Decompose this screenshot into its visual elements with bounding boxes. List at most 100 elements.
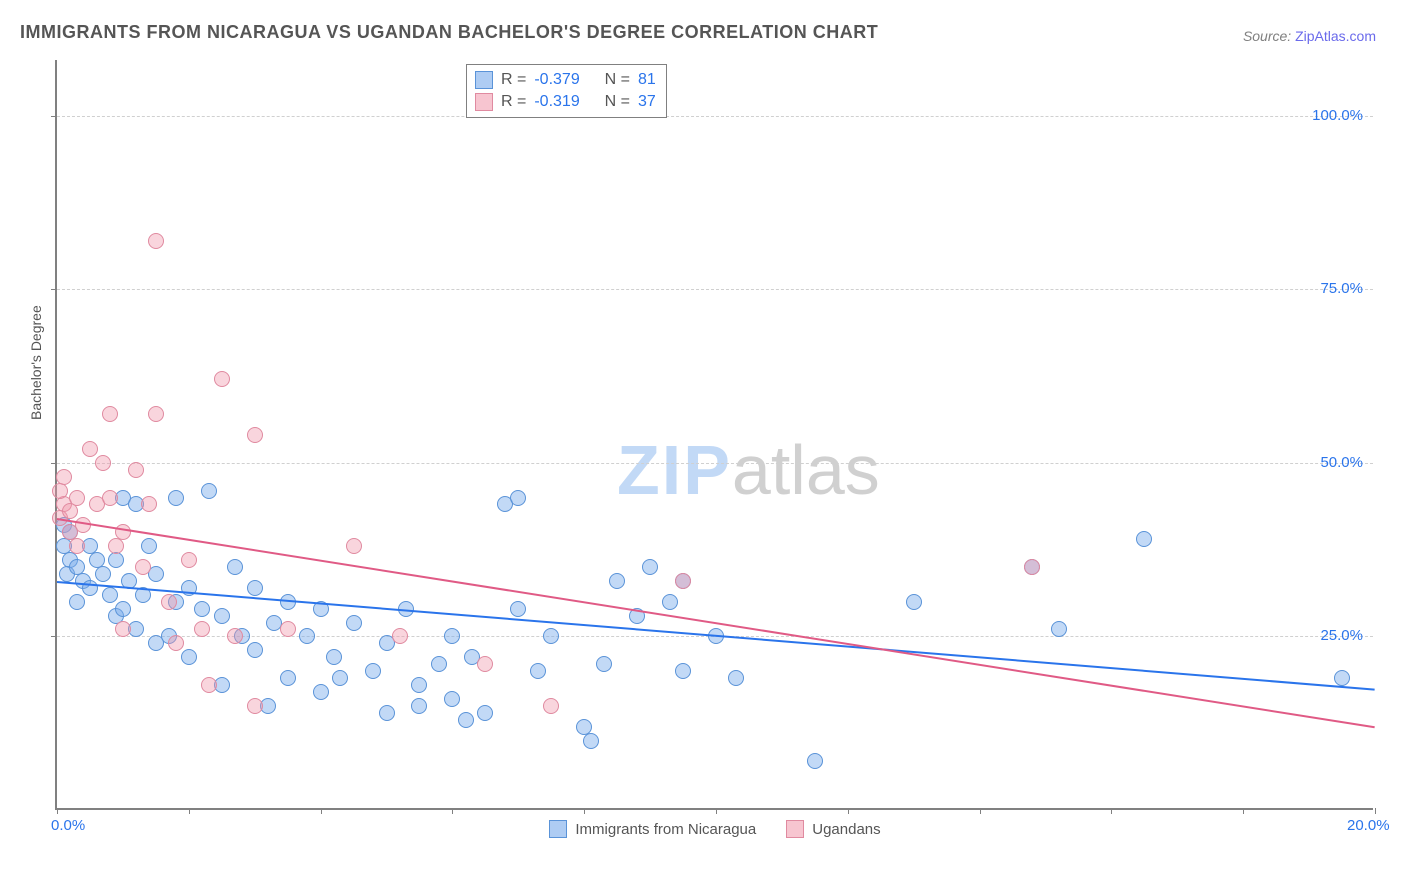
data-point bbox=[299, 628, 315, 644]
data-point bbox=[75, 517, 91, 533]
corr-row-blue: R = -0.379 N = 81 bbox=[475, 69, 656, 91]
data-point bbox=[95, 455, 111, 471]
data-point bbox=[1136, 531, 1152, 547]
corr-r-pink: -0.319 bbox=[534, 93, 579, 111]
data-point bbox=[141, 496, 157, 512]
data-point bbox=[1024, 559, 1040, 575]
data-point bbox=[201, 677, 217, 693]
source-link[interactable]: ZipAtlas.com bbox=[1295, 28, 1376, 44]
data-point bbox=[214, 371, 230, 387]
data-point bbox=[477, 656, 493, 672]
gridline bbox=[57, 463, 1373, 464]
data-point bbox=[161, 594, 177, 610]
data-point bbox=[69, 538, 85, 554]
ytick-label: 75.0% bbox=[1320, 280, 1363, 297]
data-point bbox=[102, 406, 118, 422]
data-point bbox=[82, 441, 98, 457]
ytick-mark bbox=[51, 289, 57, 290]
data-point bbox=[346, 538, 362, 554]
data-point bbox=[411, 677, 427, 693]
legend-swatch-pink bbox=[786, 820, 804, 838]
xtick-mark bbox=[716, 808, 717, 814]
data-point bbox=[168, 635, 184, 651]
data-point bbox=[227, 559, 243, 575]
data-point bbox=[583, 733, 599, 749]
data-point bbox=[82, 580, 98, 596]
data-point bbox=[543, 628, 559, 644]
data-point bbox=[108, 538, 124, 554]
data-point bbox=[346, 615, 362, 631]
data-point bbox=[214, 608, 230, 624]
source-attribution: Source: ZipAtlas.com bbox=[1243, 28, 1376, 44]
ytick-mark bbox=[51, 636, 57, 637]
data-point bbox=[280, 621, 296, 637]
data-point bbox=[365, 663, 381, 679]
data-point bbox=[662, 594, 678, 610]
xtick-mark bbox=[1375, 808, 1376, 814]
ytick-label: 25.0% bbox=[1320, 627, 1363, 644]
data-point bbox=[247, 427, 263, 443]
watermark: ZIPatlas bbox=[617, 430, 880, 510]
data-point bbox=[458, 712, 474, 728]
data-point bbox=[675, 573, 691, 589]
data-point bbox=[1334, 670, 1350, 686]
legend-item-blue: Immigrants from Nicaragua bbox=[549, 820, 756, 838]
legend-label-blue: Immigrants from Nicaragua bbox=[575, 821, 756, 838]
data-point bbox=[141, 538, 157, 554]
corr-n-label: N = bbox=[605, 93, 630, 111]
ytick-mark bbox=[51, 463, 57, 464]
data-point bbox=[444, 691, 460, 707]
data-point bbox=[201, 483, 217, 499]
legend-label-pink: Ugandans bbox=[812, 821, 880, 838]
data-point bbox=[332, 670, 348, 686]
data-point bbox=[194, 621, 210, 637]
y-axis-label: Bachelor's Degree bbox=[28, 305, 44, 420]
xtick-mark bbox=[584, 808, 585, 814]
xtick-label: 0.0% bbox=[51, 817, 85, 834]
data-point bbox=[280, 670, 296, 686]
xtick-mark bbox=[1243, 808, 1244, 814]
data-point bbox=[728, 670, 744, 686]
watermark-atlas: atlas bbox=[732, 431, 880, 509]
data-point bbox=[675, 663, 691, 679]
watermark-zip: ZIP bbox=[617, 431, 732, 509]
data-point bbox=[807, 753, 823, 769]
data-point bbox=[411, 698, 427, 714]
data-point bbox=[135, 559, 151, 575]
data-point bbox=[181, 649, 197, 665]
gridline bbox=[57, 289, 1373, 290]
source-label: Source: bbox=[1243, 28, 1295, 44]
data-point bbox=[313, 684, 329, 700]
chart-title: IMMIGRANTS FROM NICARAGUA VS UGANDAN BAC… bbox=[20, 22, 878, 43]
data-point bbox=[379, 705, 395, 721]
data-point bbox=[906, 594, 922, 610]
data-point bbox=[326, 649, 342, 665]
ytick-label: 100.0% bbox=[1312, 107, 1363, 124]
data-point bbox=[444, 628, 460, 644]
corr-r-label: R = bbox=[501, 93, 526, 111]
data-point bbox=[510, 601, 526, 617]
corr-n-blue: 81 bbox=[638, 71, 656, 89]
data-point bbox=[609, 573, 625, 589]
data-point bbox=[148, 406, 164, 422]
data-point bbox=[510, 490, 526, 506]
xtick-mark bbox=[1111, 808, 1112, 814]
data-point bbox=[148, 233, 164, 249]
data-point bbox=[69, 594, 85, 610]
xtick-label: 20.0% bbox=[1347, 817, 1390, 834]
gridline bbox=[57, 116, 1373, 117]
data-point bbox=[530, 663, 546, 679]
xtick-mark bbox=[189, 808, 190, 814]
corr-n-pink: 37 bbox=[638, 93, 656, 111]
corr-swatch-pink bbox=[475, 93, 493, 111]
data-point bbox=[194, 601, 210, 617]
data-point bbox=[477, 705, 493, 721]
data-point bbox=[247, 580, 263, 596]
data-point bbox=[168, 490, 184, 506]
data-point bbox=[247, 698, 263, 714]
data-point bbox=[596, 656, 612, 672]
xtick-mark bbox=[848, 808, 849, 814]
bottom-legend: Immigrants from Nicaragua Ugandans bbox=[57, 820, 1373, 838]
data-point bbox=[69, 490, 85, 506]
data-point bbox=[128, 462, 144, 478]
